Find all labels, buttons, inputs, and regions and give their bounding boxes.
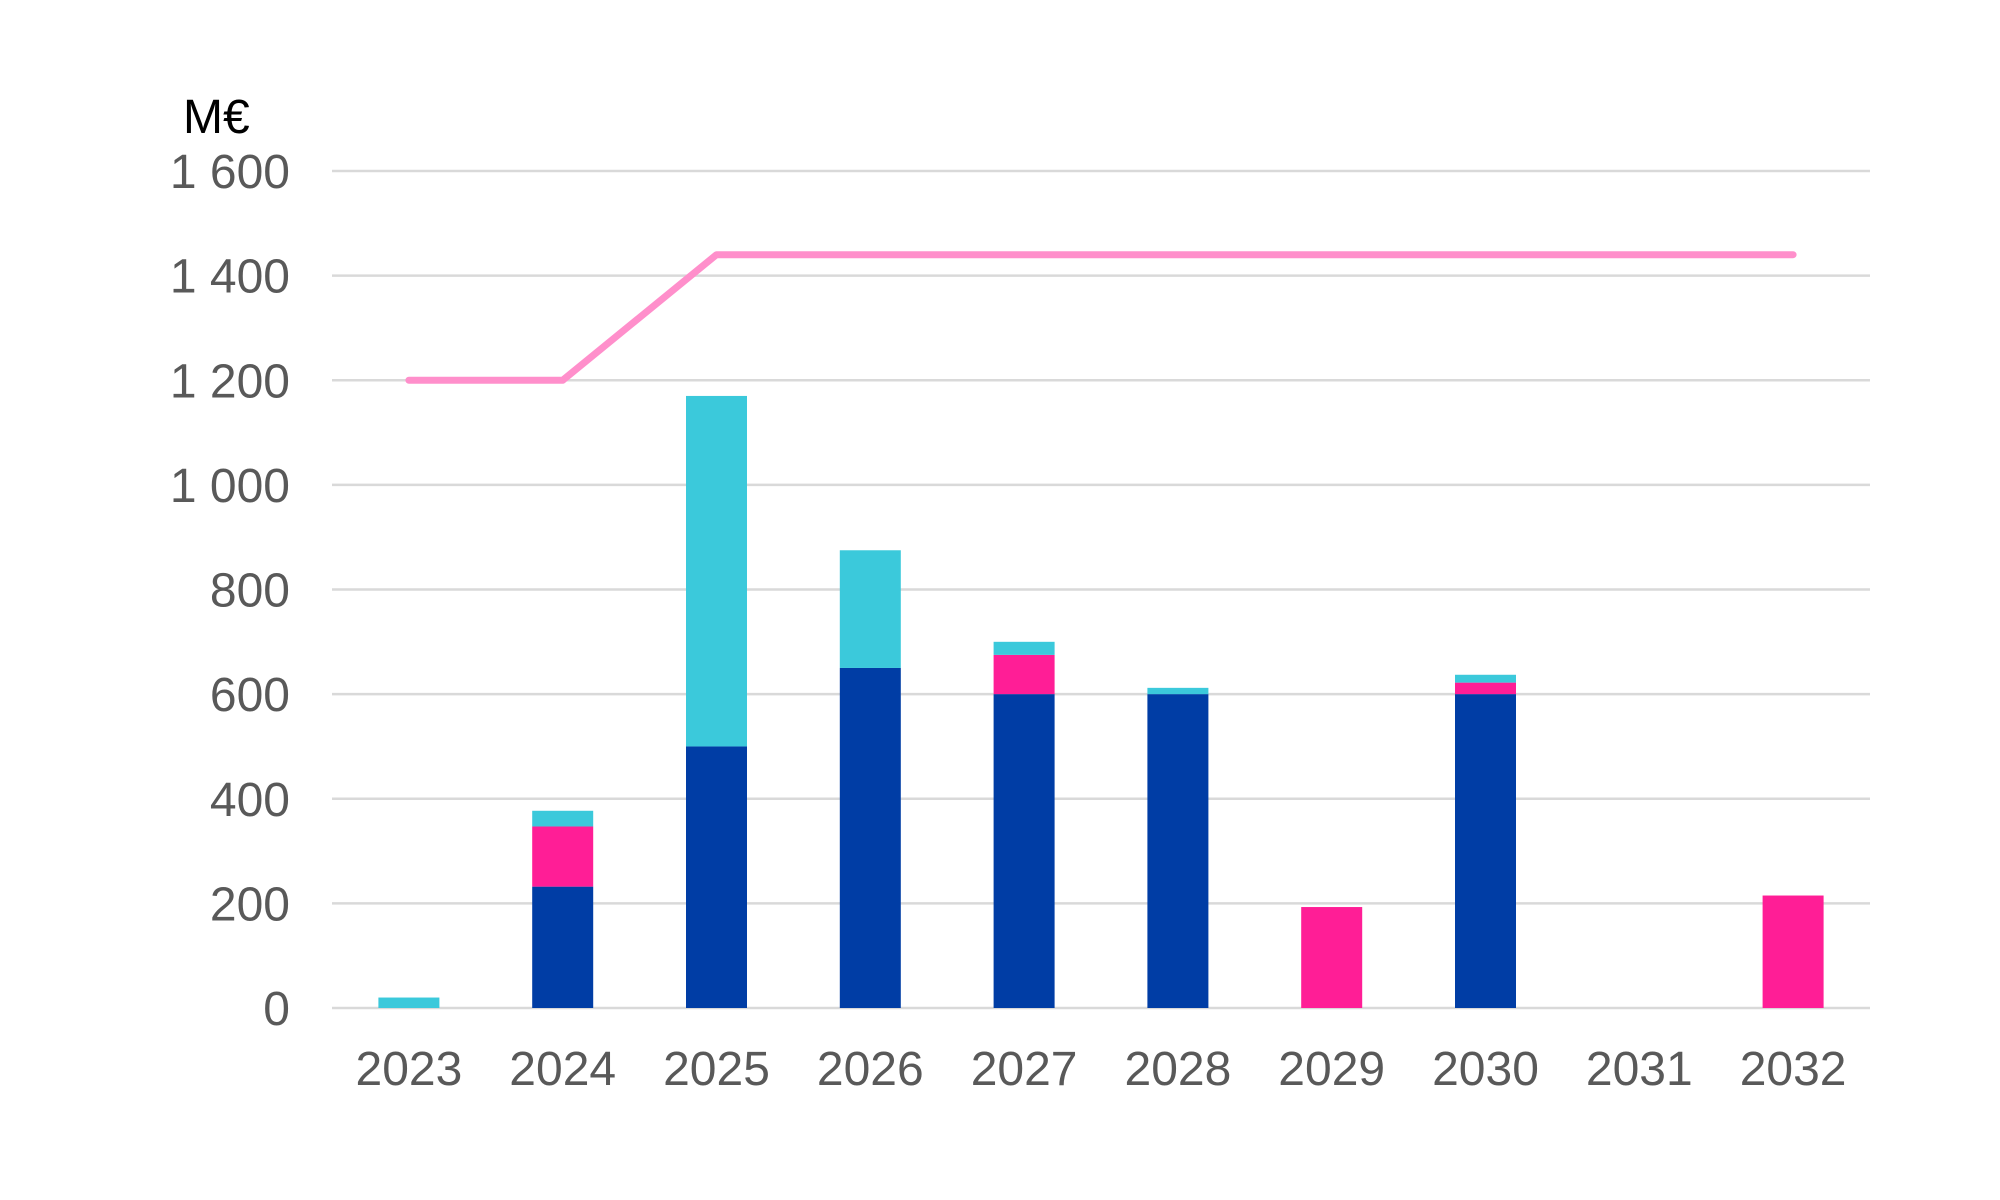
bar-segment — [1147, 694, 1209, 1008]
x-tick-label: 2032 — [1740, 1043, 1847, 1096]
bar-segment — [839, 667, 901, 1008]
y-tick-label: 600 — [210, 669, 290, 722]
x-tick-label: 2030 — [1432, 1043, 1539, 1096]
x-axis-ticks: 2023 2024 2025 2026 2027 2028 2029 2030 2031 2032 — [356, 1043, 1847, 1096]
bar-segment — [993, 641, 1055, 655]
y-tick-label: 0 — [263, 983, 290, 1036]
bar-segment — [1455, 674, 1516, 683]
bars — [378, 395, 1824, 1008]
x-tick-label: 2025 — [663, 1043, 770, 1096]
bar-segment — [532, 810, 594, 827]
bar-segment — [686, 746, 747, 1008]
y-tick-label: 1 200 — [170, 355, 290, 408]
y-tick-label: 200 — [210, 878, 290, 931]
bar-segment — [839, 550, 901, 668]
x-tick-label: 2027 — [971, 1043, 1078, 1096]
y-axis-ticks: 0 200 400 600 800 1 000 1 200 1 400 1 600 — [170, 146, 290, 1036]
line-series — [405, 251, 1797, 384]
y-tick-label: 800 — [210, 565, 290, 618]
bar-segment — [1147, 687, 1209, 695]
bar-segment — [1301, 907, 1363, 1008]
bar-segment — [686, 395, 747, 747]
x-tick-label: 2029 — [1278, 1043, 1385, 1096]
bar-segment — [1455, 682, 1516, 695]
bar-segment — [532, 826, 594, 887]
x-tick-label: 2024 — [509, 1043, 616, 1096]
bar-segment — [378, 997, 440, 1008]
y-tick-label: 1 400 — [170, 251, 290, 304]
x-tick-label: 2026 — [817, 1043, 924, 1096]
bar-segment — [1762, 895, 1824, 1008]
x-tick-label: 2028 — [1125, 1043, 1232, 1096]
y-tick-label: 1 000 — [170, 460, 290, 513]
y-tick-label: 1 600 — [170, 146, 290, 199]
x-tick-label: 2023 — [356, 1043, 463, 1096]
bar-segment — [1455, 694, 1516, 1008]
bar-segment — [993, 654, 1055, 695]
series-line — [405, 251, 1797, 384]
y-unit-label: M€ — [183, 91, 250, 144]
bar-segment — [532, 886, 594, 1008]
bar-segment — [993, 694, 1055, 1008]
x-tick-label: 2031 — [1586, 1043, 1693, 1096]
y-tick-label: 400 — [210, 774, 290, 827]
